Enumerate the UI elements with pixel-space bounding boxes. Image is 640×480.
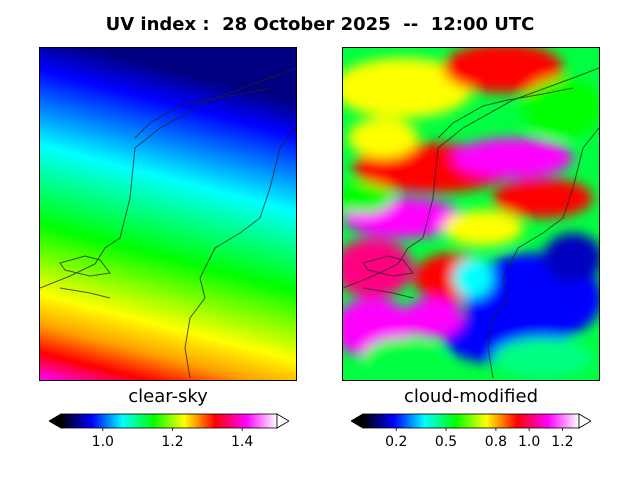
- cloud-modified-label: cloud-modified: [403, 386, 539, 407]
- cloud-modified-colorbar: [351, 413, 591, 431]
- cloud-modified-map: [342, 47, 600, 381]
- colorbar-extend-max: [578, 413, 591, 429]
- colorbar-tick-label: 1.2: [161, 434, 184, 450]
- page-title: UV index : 28 October 2025 -- 12:00 UTC: [105, 14, 535, 35]
- cloud-modified-map-image: [343, 48, 599, 380]
- clear-sky-map: [39, 47, 297, 381]
- coastline-overlay: [40, 67, 296, 379]
- colorbar-gradient: [362, 413, 580, 429]
- colorbar-tick-label: 1.0: [518, 434, 541, 450]
- clear-sky-map-image: [40, 48, 296, 380]
- coastline-overlay-right: [343, 67, 599, 379]
- colorbar-extend-min: [49, 413, 62, 429]
- colorbar-gradient: [60, 413, 278, 429]
- colorbar-tick-label: 0.8: [484, 434, 508, 450]
- colorbar-tick-label: 1.2: [551, 434, 574, 450]
- colorbar-tick-label: 1.4: [231, 434, 254, 450]
- clear-sky-colorbar: [49, 413, 289, 431]
- clear-sky-label: clear-sky: [128, 386, 208, 407]
- colorbar-extend-max: [276, 413, 289, 429]
- colorbar-tick-label: 0.2: [385, 434, 408, 450]
- colorbar-tick-label: 1.0: [91, 434, 114, 450]
- colorbar-tick-label: 0.5: [434, 434, 458, 450]
- colorbar-extend-min: [351, 413, 364, 429]
